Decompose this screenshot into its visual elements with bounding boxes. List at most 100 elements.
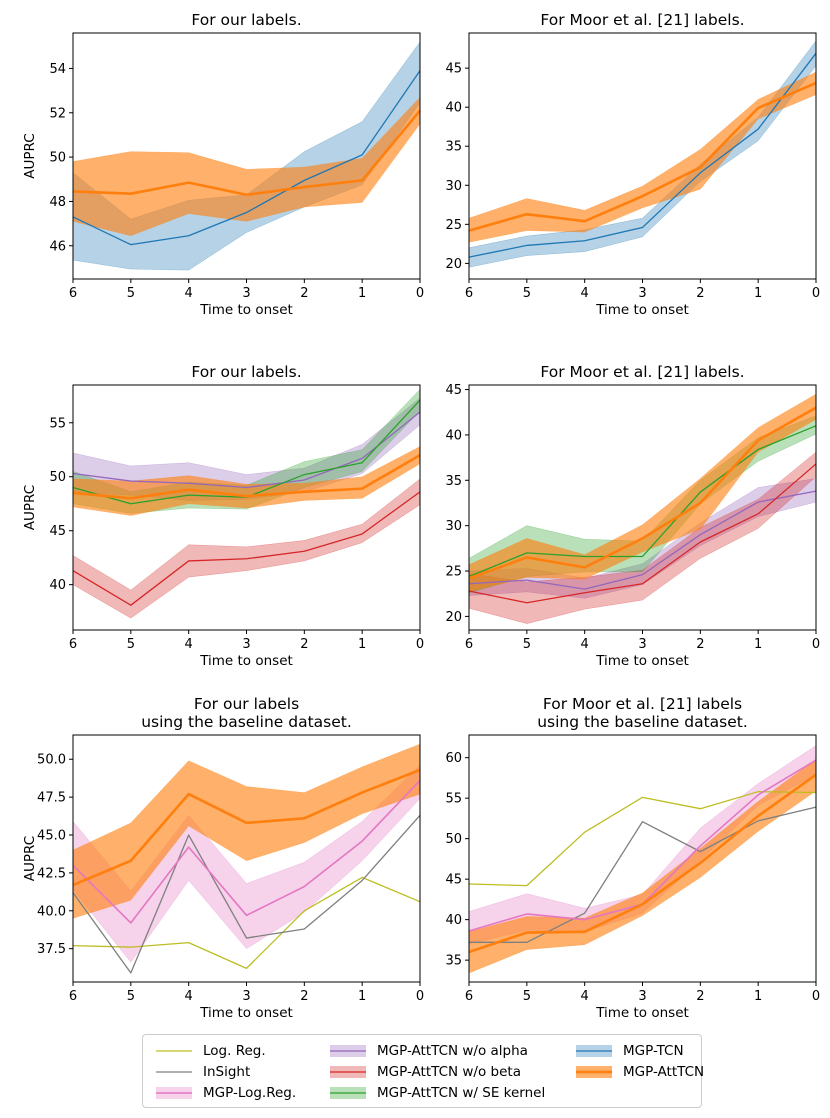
legend-label-log-reg: Log. Reg. xyxy=(203,1043,266,1059)
y-tick-label: 50.0 xyxy=(37,753,66,768)
y-axis-label: AUPRC xyxy=(22,133,38,178)
y-tick-label: 30 xyxy=(445,179,462,194)
series-line-mgp-atttcn xyxy=(468,81,817,232)
y-tick-label: 55 xyxy=(445,792,462,807)
x-tick-label: 0 xyxy=(416,637,424,652)
y-tick-label: 55 xyxy=(49,416,66,431)
y-tick-label: 40 xyxy=(445,428,462,443)
y-tick-label: 40 xyxy=(445,101,462,116)
y-tick-label: 60 xyxy=(445,751,462,766)
x-axis-label: Time to onset xyxy=(595,1005,689,1021)
x-tick-label: 4 xyxy=(185,286,193,301)
series-line-mgp-atttcn xyxy=(468,773,817,954)
legend-label-wo-beta: MGP-AttTCN w/o beta xyxy=(377,1064,521,1080)
chart-title-1: For our labels. xyxy=(191,11,301,29)
series-line-log-reg xyxy=(468,791,817,887)
x-tick-label: 1 xyxy=(358,637,366,652)
series-line-mgp-tcn xyxy=(468,52,817,258)
x-tick-label: 4 xyxy=(185,637,193,652)
x-tick-label: 0 xyxy=(812,286,820,301)
x-tick-label: 4 xyxy=(581,989,589,1004)
chart-panel-2: For Moor et al. [21] labels. 6 5 4 3 2 1 0 20 25 3… xyxy=(445,11,820,318)
x-tick-label: 1 xyxy=(754,637,762,652)
y-tick-label: 40 xyxy=(49,578,66,593)
chart-title-3: For our labels. xyxy=(191,363,301,381)
x-tick-label: 5 xyxy=(127,286,135,301)
y-tick-label: 30 xyxy=(445,519,462,534)
legend-label-se-kernel: MGP-AttTCN w/ SE kernel xyxy=(377,1085,546,1101)
legend-label-mgp-logreg: MGP-Log.Reg. xyxy=(203,1085,297,1101)
legend-label-mgp-atttcn: MGP-AttTCN xyxy=(623,1064,705,1080)
y-tick-label: 40 xyxy=(445,913,462,928)
y-axis-label: AUPRC xyxy=(22,485,38,530)
y-tick-label: 45 xyxy=(445,62,462,77)
chart-panel-5: For our labels using the baseline dataset… xyxy=(22,695,424,1021)
x-tick-label: 1 xyxy=(754,286,762,301)
y-tick-label: 45 xyxy=(49,524,66,539)
y-tick-label: 50 xyxy=(49,470,66,485)
x-tick-label: 6 xyxy=(465,286,473,301)
x-tick-label: 2 xyxy=(300,286,308,301)
x-tick-label: 5 xyxy=(523,286,531,301)
series-line-mgp-atttcn xyxy=(72,768,421,887)
series-line-mgp-atttcn xyxy=(468,406,817,580)
confidence-band-mgp-tcn xyxy=(468,40,817,268)
y-tick-label: 45.0 xyxy=(37,829,66,844)
x-tick-label: 4 xyxy=(581,637,589,652)
x-tick-label: 3 xyxy=(638,637,646,652)
x-tick-label: 5 xyxy=(127,637,135,652)
y-tick-label: 47.5 xyxy=(37,791,66,806)
x-tick-label: 0 xyxy=(812,989,820,1004)
x-tick-label: 3 xyxy=(638,286,646,301)
x-tick-label: 1 xyxy=(358,286,366,301)
x-tick-label: 3 xyxy=(242,989,250,1004)
chart-title-4: For Moor et al. [21] labels. xyxy=(540,363,744,381)
x-tick-label: 6 xyxy=(69,989,77,1004)
chart-title-2: For Moor et al. [21] labels. xyxy=(540,11,744,29)
x-axis-label: Time to onset xyxy=(595,653,689,669)
y-axis-label: AUPRC xyxy=(22,836,38,881)
legend-swatch-log-reg xyxy=(156,1050,192,1052)
x-tick-label: 3 xyxy=(242,286,250,301)
y-tick-label: 20 xyxy=(445,610,462,625)
y-tick-label: 20 xyxy=(445,257,462,272)
chart-panel-3: For our labels. 6 5 4 3 2 1 0 40 45 50 55 Time to on… xyxy=(22,363,424,669)
series-line-mgp-atttcn-w-se-kernel xyxy=(468,425,817,578)
legend-swatch-mgp-tcn xyxy=(576,1045,612,1057)
legend-swatch-wo-alpha xyxy=(330,1045,366,1057)
y-tick-label: 52 xyxy=(49,106,66,121)
series-line-insight xyxy=(72,814,421,974)
y-tick-label: 25 xyxy=(445,565,462,580)
x-tick-label: 3 xyxy=(242,637,250,652)
x-axis-label: Time to onset xyxy=(199,653,293,669)
x-axis-label: Time to onset xyxy=(199,302,293,318)
series-line-log-reg xyxy=(72,876,421,970)
y-tick-label: 37.5 xyxy=(37,942,66,957)
series-line-mgp-log-reg xyxy=(72,779,421,924)
legend: Log. Reg. InSight MGP-Log.Reg. MGP-AttTC… xyxy=(142,1034,705,1108)
x-tick-label: 5 xyxy=(127,989,135,1004)
x-tick-label: 4 xyxy=(581,286,589,301)
x-tick-label: 3 xyxy=(638,989,646,1004)
x-tick-label: 6 xyxy=(69,286,77,301)
series-line-mgp-atttcn-w-o-beta xyxy=(72,491,421,606)
legend-swatch-se-kernel xyxy=(330,1087,366,1099)
chart-title-5: For our labels using the baseline dataset… xyxy=(141,695,352,731)
x-tick-label: 0 xyxy=(812,637,820,652)
x-tick-label: 2 xyxy=(696,286,704,301)
y-tick-label: 50 xyxy=(445,832,462,847)
x-tick-label: 0 xyxy=(416,989,424,1004)
y-tick-label: 35 xyxy=(445,140,462,155)
x-axis-label: Time to onset xyxy=(595,302,689,318)
y-tick-label: 46 xyxy=(49,239,66,254)
legend-swatch-mgp-logreg xyxy=(156,1087,192,1099)
y-tick-label: 50 xyxy=(49,151,66,166)
legend-swatch-insight xyxy=(156,1071,192,1073)
x-tick-label: 6 xyxy=(465,989,473,1004)
chart-panel-6: For Moor et al. [21] labels using the bas… xyxy=(445,695,820,1021)
x-tick-label: 5 xyxy=(523,637,531,652)
series-line-mgp-atttcn xyxy=(72,109,422,197)
x-tick-label: 2 xyxy=(696,989,704,1004)
